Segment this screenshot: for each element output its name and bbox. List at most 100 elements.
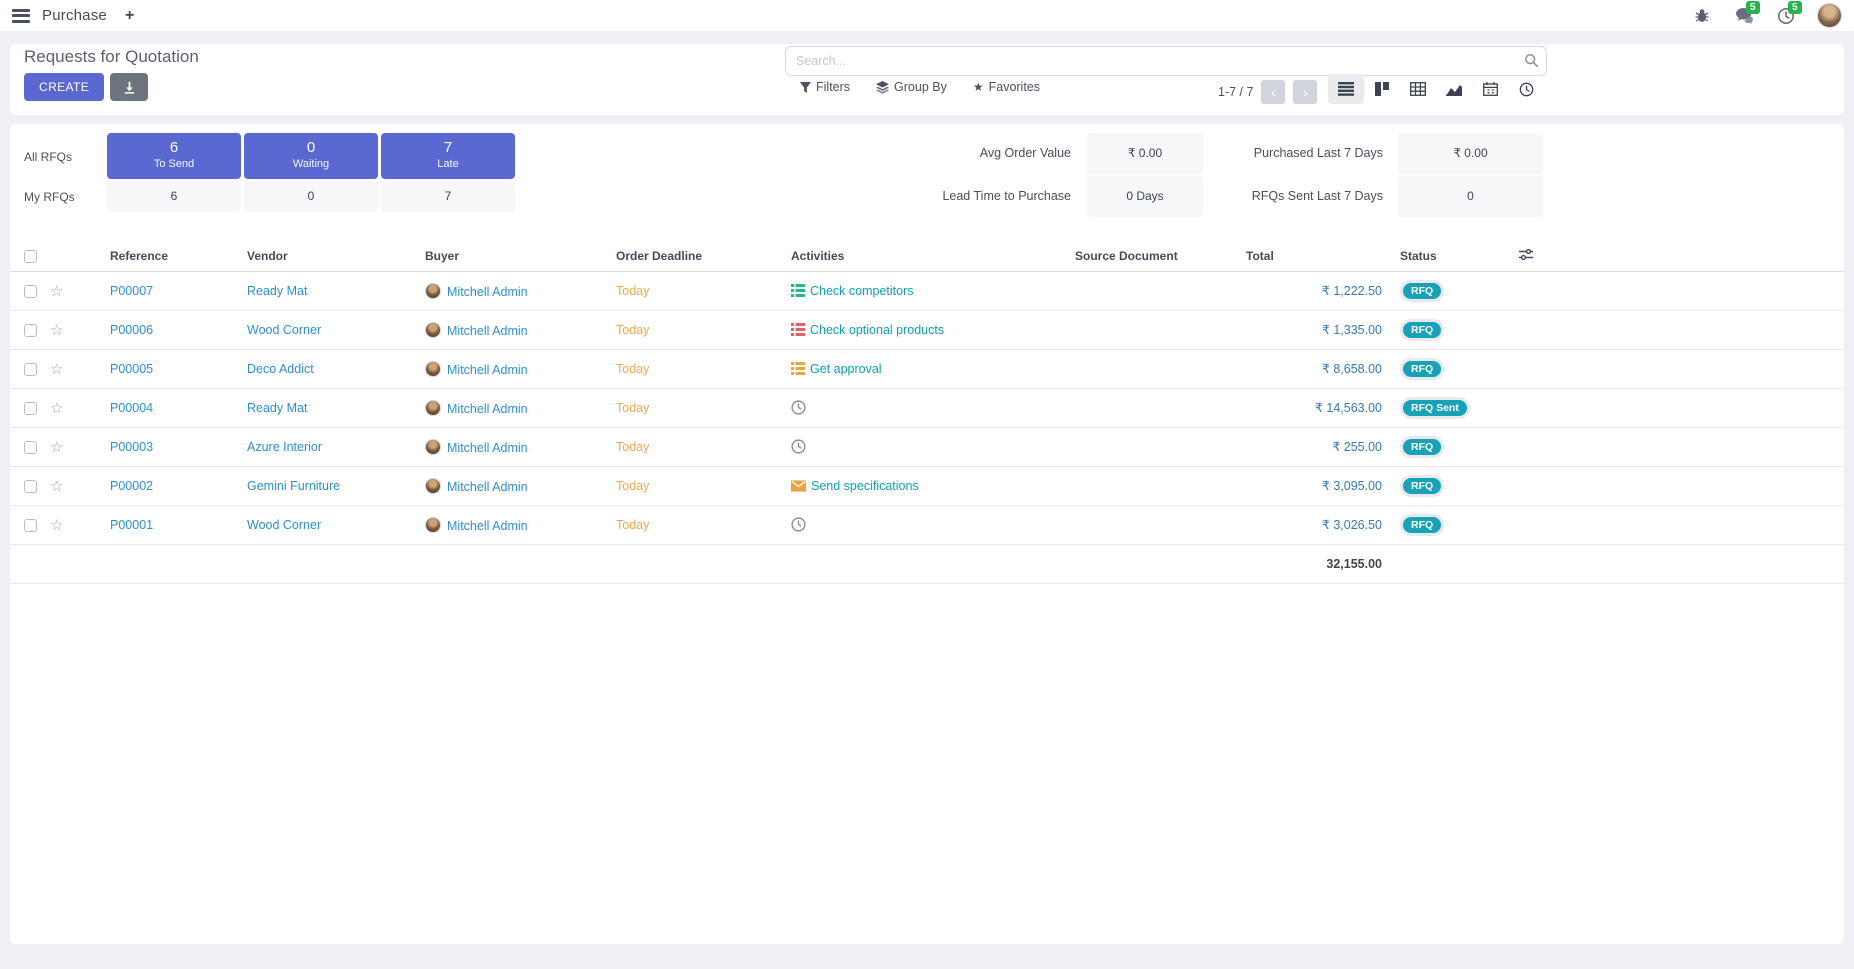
row-checkbox[interactable]	[24, 401, 37, 415]
view-switcher	[1328, 74, 1544, 104]
favorite-toggle-icon[interactable]: ☆	[50, 321, 64, 339]
app-title[interactable]: Purchase	[42, 7, 107, 24]
view-activity-button[interactable]	[1508, 74, 1544, 104]
clock-icon[interactable]	[791, 517, 806, 532]
row-checkbox[interactable]	[24, 518, 37, 532]
vendor-link[interactable]: Deco Addict	[247, 361, 314, 376]
favorite-toggle-icon[interactable]: ☆	[50, 516, 64, 534]
reference-link[interactable]: P00003	[110, 439, 154, 454]
header-status[interactable]: Status	[1382, 241, 1512, 272]
row-checkbox[interactable]	[24, 323, 37, 337]
table-row[interactable]: ☆ P00001 Wood Corner Mitchell Admin Toda…	[10, 505, 1844, 545]
search-icon[interactable]	[1524, 53, 1539, 68]
table-row[interactable]: ☆ P00005 Deco Addict Mitchell Admin Toda…	[10, 349, 1844, 389]
plus-icon[interactable]: +	[124, 6, 135, 24]
buyer-name[interactable]: Mitchell Admin	[447, 401, 528, 416]
favorite-toggle-icon[interactable]: ☆	[50, 360, 64, 378]
reference-link[interactable]: P00005	[110, 361, 154, 376]
table-row[interactable]: ☆ P00003 Azure Interior Mitchell Admin T…	[10, 427, 1844, 467]
reference-link[interactable]: P00004	[110, 400, 154, 415]
activity-link[interactable]: Check optional products	[810, 322, 945, 337]
header-source[interactable]: Source Document	[1051, 241, 1246, 272]
debug-bug-icon[interactable]	[1691, 5, 1713, 27]
tile-late[interactable]: 7 Late	[381, 133, 515, 179]
tile-my-late[interactable]: 7	[381, 181, 515, 212]
buyer-name[interactable]: Mitchell Admin	[447, 284, 528, 299]
page-title: Requests for Quotation	[24, 47, 199, 66]
search-input[interactable]	[785, 46, 1547, 76]
view-list-button[interactable]	[1328, 74, 1364, 104]
row-checkbox[interactable]	[24, 479, 37, 493]
user-avatar[interactable]	[1817, 3, 1842, 28]
buyer-avatar	[425, 321, 441, 338]
table-row[interactable]: ☆ P00002 Gemini Furniture Mitchell Admin…	[10, 466, 1844, 506]
header-vendor[interactable]: Vendor	[223, 241, 401, 272]
header-activities[interactable]: Activities	[767, 241, 1051, 272]
vendor-link[interactable]: Wood Corner	[247, 517, 322, 532]
tile-my-to-send[interactable]: 6	[107, 181, 241, 212]
favorites-button[interactable]: ★ Favorites	[972, 80, 1041, 94]
apps-menu-icon[interactable]	[12, 8, 30, 23]
stat-lead-time-value: 0 Days	[1087, 176, 1203, 217]
vendor-link[interactable]: Ready Mat	[247, 283, 308, 298]
activity-link[interactable]: Send specifications	[811, 478, 919, 493]
tasks-icon[interactable]	[791, 362, 805, 375]
select-all-checkbox[interactable]	[24, 249, 37, 263]
header-total[interactable]: Total	[1246, 241, 1382, 272]
tile-my-waiting[interactable]: 0	[244, 181, 378, 212]
tile-waiting[interactable]: 0 Waiting	[244, 133, 378, 179]
activity-link[interactable]: Get approval	[810, 361, 882, 376]
activities-clock-icon[interactable]: 5	[1775, 0, 1802, 27]
favorite-toggle-icon[interactable]: ☆	[50, 282, 64, 300]
buyer-name[interactable]: Mitchell Admin	[447, 323, 528, 338]
buyer-name[interactable]: Mitchell Admin	[447, 440, 528, 455]
header-buyer[interactable]: Buyer	[401, 241, 592, 272]
header-reference[interactable]: Reference	[86, 241, 223, 272]
optional-columns-icon[interactable]	[1519, 248, 1533, 261]
reference-link[interactable]: P00006	[110, 322, 154, 337]
view-graph-button[interactable]	[1436, 74, 1472, 104]
favorite-toggle-icon[interactable]: ☆	[50, 438, 64, 456]
reference-link[interactable]: P00001	[110, 517, 154, 532]
stat-lead-time-label: Lead Time to Purchase	[942, 189, 1071, 203]
favorite-toggle-icon[interactable]: ☆	[50, 477, 64, 495]
header-deadline[interactable]: Order Deadline	[592, 241, 767, 272]
tasks-icon[interactable]	[791, 323, 805, 336]
activity-view-icon	[1519, 82, 1533, 96]
source-document-cell	[1051, 427, 1246, 467]
export-button[interactable]	[110, 73, 149, 101]
activity-link[interactable]: Check competitors	[810, 283, 914, 298]
row-checkbox[interactable]	[24, 362, 37, 376]
view-calendar-button[interactable]	[1472, 74, 1508, 104]
row-checkbox[interactable]	[24, 284, 37, 298]
clock-icon[interactable]	[791, 439, 806, 454]
reference-link[interactable]: P00007	[110, 283, 154, 298]
group-by-button[interactable]: Group By	[876, 80, 947, 94]
mail-icon[interactable]	[791, 479, 806, 492]
table-row[interactable]: ☆ P00004 Ready Mat Mitchell Admin Today …	[10, 388, 1844, 428]
total-amount: ₹ 3,026.50	[1246, 505, 1382, 545]
favorite-toggle-icon[interactable]: ☆	[50, 399, 64, 417]
view-pivot-button[interactable]	[1400, 74, 1436, 104]
tasks-icon[interactable]	[791, 284, 805, 297]
pager-previous-button[interactable]: ‹	[1261, 80, 1286, 104]
pager-next-button[interactable]: ›	[1293, 80, 1318, 104]
clock-icon[interactable]	[791, 400, 806, 415]
view-kanban-button[interactable]	[1364, 74, 1400, 104]
create-button[interactable]: CREATE	[24, 73, 105, 101]
buyer-name[interactable]: Mitchell Admin	[447, 518, 528, 533]
messages-icon[interactable]: 5	[1733, 0, 1760, 27]
vendor-link[interactable]: Ready Mat	[247, 400, 308, 415]
tile-to-send[interactable]: 6 To Send	[107, 133, 241, 179]
table-row[interactable]: ☆ P00007 Ready Mat Mitchell Admin Today …	[10, 271, 1844, 311]
table-row[interactable]: ☆ P00006 Wood Corner Mitchell Admin Toda…	[10, 310, 1844, 350]
filters-button[interactable]: Filters	[800, 80, 850, 94]
vendor-link[interactable]: Azure Interior	[247, 439, 323, 454]
table-header-row: Reference Vendor Buyer Order Deadline Ac…	[10, 241, 1844, 272]
buyer-name[interactable]: Mitchell Admin	[447, 362, 528, 377]
vendor-link[interactable]: Gemini Furniture	[247, 478, 341, 493]
row-checkbox[interactable]	[24, 440, 37, 454]
vendor-link[interactable]: Wood Corner	[247, 322, 322, 337]
buyer-name[interactable]: Mitchell Admin	[447, 479, 528, 494]
reference-link[interactable]: P00002	[110, 478, 154, 493]
